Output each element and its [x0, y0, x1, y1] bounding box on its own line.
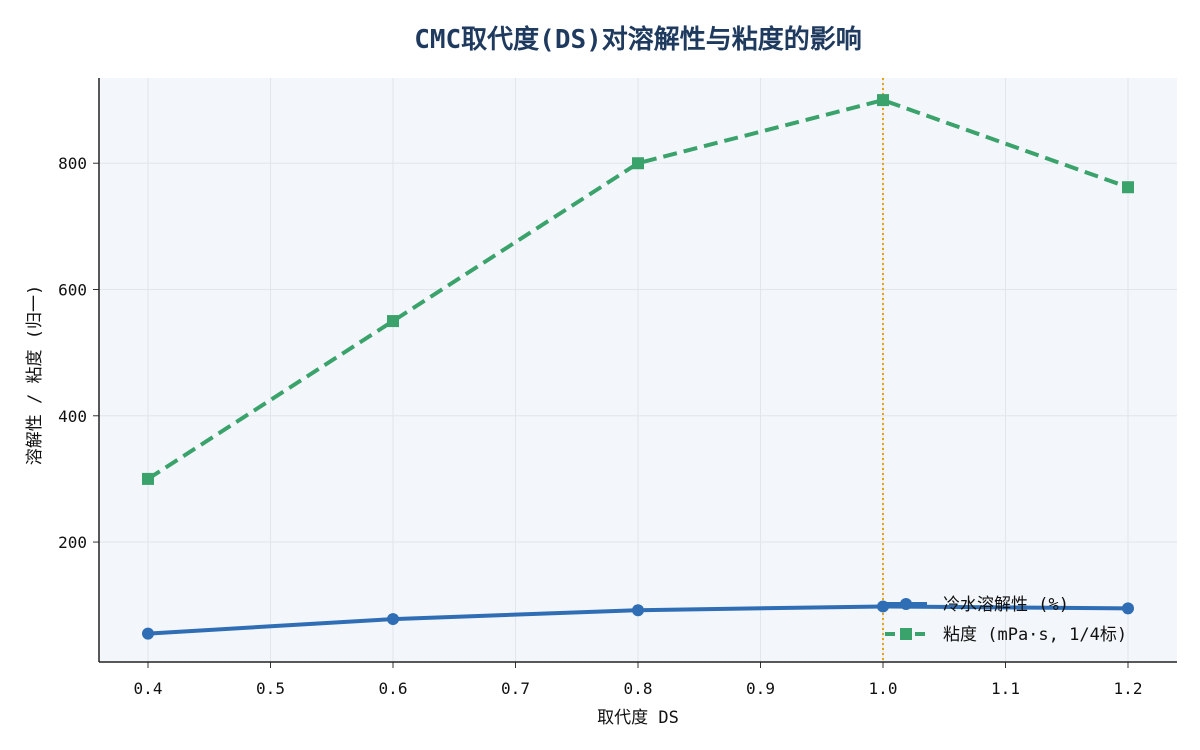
series-2-point — [1122, 181, 1134, 194]
x-tick-label: 0.5 — [256, 679, 285, 698]
x-tick-label: 0.9 — [746, 679, 775, 698]
series-2-point — [632, 157, 644, 170]
x-tick-label: 1.1 — [991, 679, 1020, 698]
y-tick-label: 400 — [58, 407, 87, 426]
series-1-point — [387, 613, 399, 626]
series-1-point — [142, 627, 154, 640]
x-tick-label: 0.8 — [624, 679, 653, 698]
x-tick-label: 1.0 — [869, 679, 898, 698]
series-2-point — [877, 94, 889, 107]
series-1-point — [632, 604, 644, 617]
legend-label-2: 粘度 (mPa·s, 1/4标) — [943, 625, 1127, 645]
plot-layer: 0.4 0.5 0.6 0.7 0.8 0.9 1.0 1.1 1.2 200 400 600 800 冷… — [58, 78, 1177, 698]
series-2-point — [142, 472, 154, 485]
legend-marker-1 — [900, 598, 912, 610]
y-axis-label: 溶解性 / 粘度 (归一) — [25, 285, 45, 465]
y-tick-label: 600 — [58, 281, 87, 300]
x-tick-label: 0.6 — [379, 679, 408, 698]
y-tick-label: 200 — [58, 533, 87, 552]
legend-marker-2 — [900, 628, 912, 640]
series-line-2 — [146, 98, 1129, 481]
series-2-point — [387, 315, 399, 328]
x-axis-label: 取代度 DS — [597, 708, 679, 728]
x-tick-label: 1.2 — [1114, 679, 1143, 698]
x-tick-label: 0.7 — [501, 679, 530, 698]
legend-label-1: 冷水溶解性 (%) — [943, 595, 1069, 615]
series-1-point — [1122, 602, 1134, 615]
legend: 冷水溶解性 (%) 粘度 (mPa·s, 1/4标) — [885, 595, 1127, 645]
chart-title: CMC取代度(DS)对溶解性与粘度的影响 — [414, 24, 862, 55]
y-tick-label: 800 — [58, 154, 87, 173]
x-tick-label: 0.4 — [134, 679, 163, 698]
